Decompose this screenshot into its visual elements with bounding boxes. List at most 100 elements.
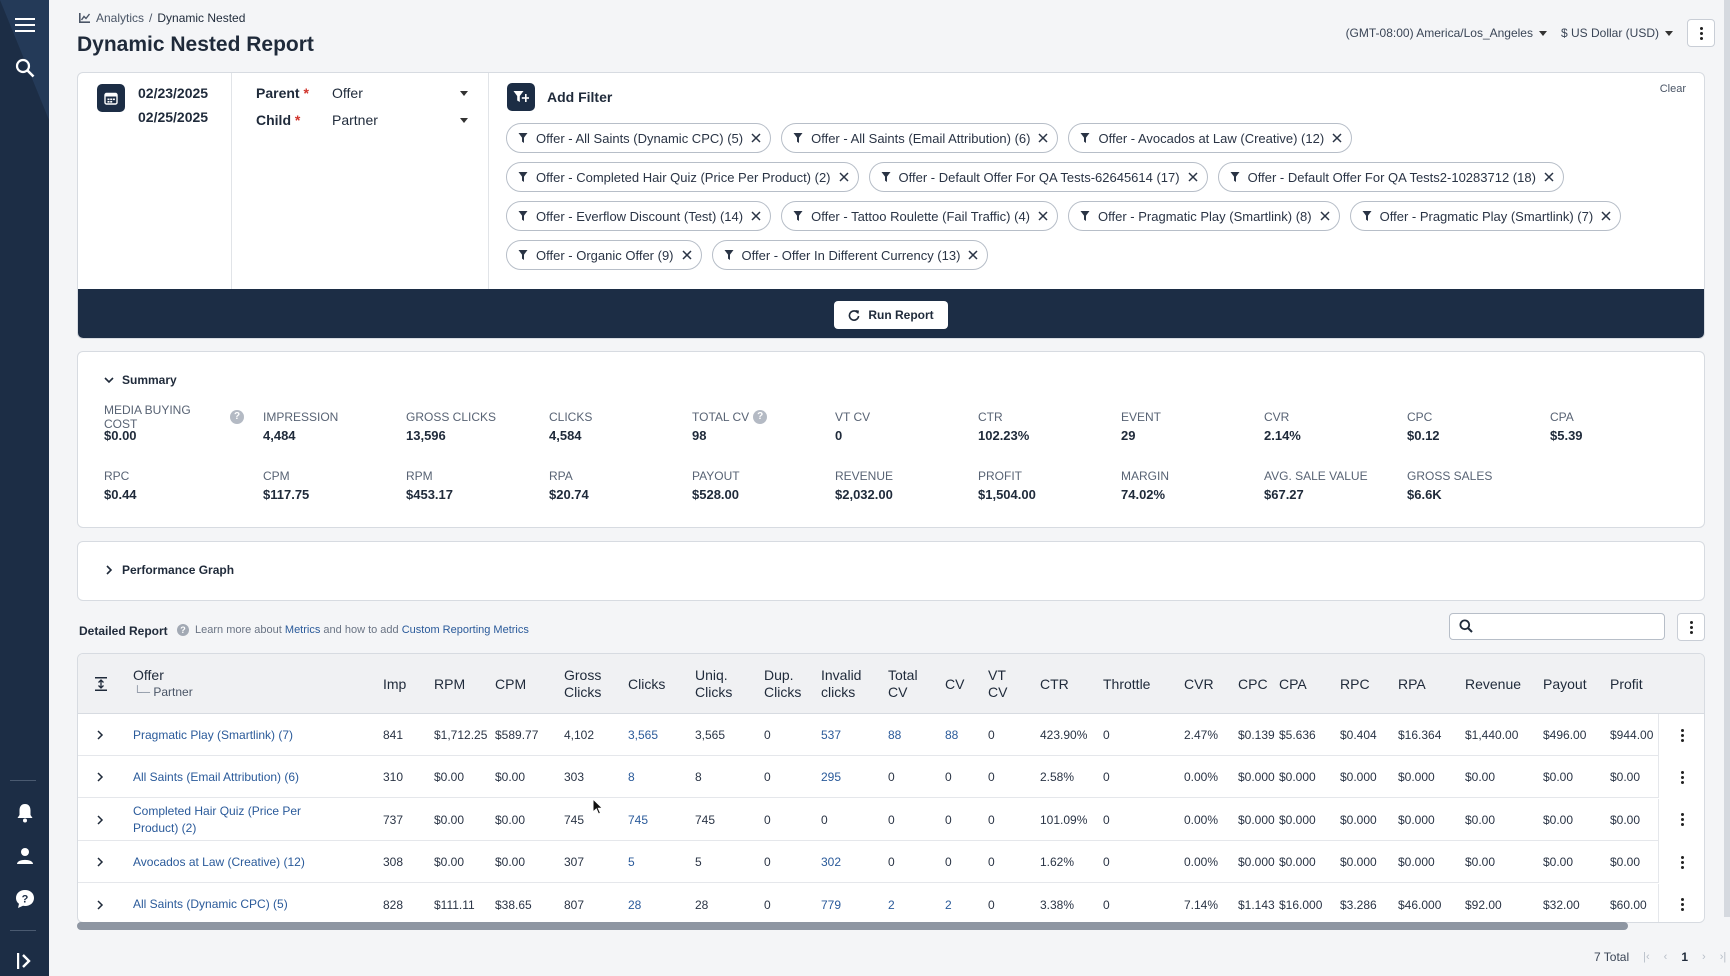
cell-clicks[interactable]: 8 — [628, 770, 635, 785]
menu-icon[interactable] — [0, 5, 49, 45]
cell-invalid[interactable]: 779 — [821, 897, 842, 912]
prev-page-button[interactable]: ‹ — [1663, 951, 1668, 963]
close-icon[interactable] — [1601, 211, 1611, 221]
col-ctr[interactable]: CTR — [1040, 675, 1069, 692]
col-rpm[interactable]: RPM — [434, 675, 466, 692]
col-rpa[interactable]: RPA — [1398, 675, 1426, 692]
close-icon[interactable] — [1188, 172, 1198, 182]
parent-select[interactable]: Parent * Offer — [256, 85, 468, 101]
col-clicks[interactable]: Clicks — [628, 675, 666, 692]
cell-cv[interactable]: 88 — [945, 728, 959, 742]
filter-chip[interactable]: Offer - Completed Hair Quiz (Price Per P… — [506, 162, 859, 192]
run-report-button[interactable]: Run Report — [834, 300, 948, 329]
filter-chip[interactable]: Offer - Pragmatic Play (Smartlink) (8) — [1068, 201, 1340, 231]
offer-link[interactable]: Completed Hair Quiz (Price Per Product) … — [133, 803, 302, 835]
col-payout[interactable]: Payout — [1543, 675, 1587, 692]
offer-link[interactable]: All Saints (Email Attribution) (6) — [133, 769, 300, 784]
expand-row-icon[interactable] — [96, 884, 104, 922]
col-revenue[interactable]: Revenue — [1465, 675, 1522, 692]
offer-link[interactable]: Pragmatic Play (Smartlink) (7) — [133, 727, 294, 742]
col-dup[interactable]: Dup. Clicks — [764, 667, 802, 700]
clear-filters-button[interactable]: Clear — [1659, 83, 1686, 95]
col-cpc[interactable]: CPC — [1238, 675, 1268, 692]
col-gross[interactable]: Gross Clicks — [564, 667, 602, 700]
filter-chip[interactable]: Offer - Tattoo Roulette (Fail Traffic) (… — [781, 201, 1059, 231]
close-icon[interactable] — [1038, 133, 1049, 143]
col-imp[interactable]: Imp — [383, 675, 407, 692]
col-uniq[interactable]: Uniq. Clicks — [695, 667, 733, 700]
col-cv[interactable]: CV — [945, 675, 965, 692]
breadcrumb-root[interactable]: Analytics — [96, 11, 145, 25]
row-more-button[interactable] — [1658, 841, 1704, 884]
cell-clicks[interactable]: 3,565 — [628, 728, 659, 742]
col-cpm[interactable]: CPM — [495, 675, 527, 692]
help-icon[interactable]: ? — [0, 879, 49, 919]
close-icon[interactable] — [681, 250, 692, 260]
col-throttle[interactable]: Throttle — [1103, 675, 1151, 692]
first-page-button[interactable]: |‹ — [1643, 951, 1650, 963]
filter-chip[interactable]: Offer - All Saints (Dynamic CPC) (5) — [506, 123, 772, 153]
row-more-button[interactable] — [1658, 756, 1704, 799]
filter-chip[interactable]: Offer - Organic Offer (9) — [506, 240, 702, 270]
row-more-button[interactable] — [1658, 883, 1704, 922]
col-invalid[interactable]: Invalid clicks — [821, 667, 862, 700]
cell-totalcv[interactable]: 2 — [888, 897, 895, 912]
expand-sidebar-icon[interactable] — [0, 941, 49, 976]
close-icon[interactable] — [838, 172, 849, 182]
next-page-button[interactable]: › — [1702, 951, 1706, 963]
timezone-select[interactable]: (GMT-08:00) America/Los_Angeles — [1346, 26, 1547, 40]
filter-chip[interactable]: Offer - Pragmatic Play (Smartlink) (7) — [1349, 201, 1622, 231]
add-filter-button[interactable]: Add Filter — [547, 89, 613, 105]
row-more-button[interactable] — [1658, 798, 1704, 841]
close-icon[interactable] — [751, 133, 761, 143]
cell-invalid[interactable]: 295 — [821, 770, 842, 785]
calendar-icon[interactable] — [97, 84, 125, 112]
expand-row-icon[interactable] — [96, 714, 104, 756]
cell-clicks[interactable]: 745 — [628, 812, 649, 827]
cell-invalid[interactable]: 302 — [821, 855, 842, 870]
close-icon[interactable] — [968, 250, 978, 260]
bell-icon[interactable] — [0, 793, 49, 833]
close-icon[interactable] — [1038, 211, 1048, 221]
filter-chip[interactable]: Offer - Default Offer For QA Tests-62645… — [868, 162, 1208, 192]
col-offer[interactable]: Offer └─ Partner — [133, 654, 193, 714]
filter-chip[interactable]: Offer - Default Offer For QA Tests2-1028… — [1217, 162, 1564, 192]
page-more-button[interactable] — [1687, 19, 1715, 47]
close-icon[interactable] — [1320, 211, 1330, 221]
close-icon[interactable] — [1544, 172, 1554, 182]
summary-toggle[interactable]: Summary — [104, 373, 177, 387]
filter-chip[interactable]: Offer - Offer In Different Currency (13) — [711, 240, 989, 270]
last-page-button[interactable]: ›| — [1719, 951, 1727, 963]
offer-link[interactable]: All Saints (Dynamic CPC) (5) — [133, 897, 288, 912]
filter-chip[interactable]: Offer - Everflow Discount (Test) (14) — [506, 201, 772, 231]
expand-row-icon[interactable] — [96, 841, 104, 883]
current-page[interactable]: 1 — [1681, 950, 1689, 964]
expand-all-icon[interactable] — [95, 654, 107, 714]
col-rpc[interactable]: RPC — [1340, 675, 1370, 692]
horizontal-scrollbar[interactable] — [77, 922, 1628, 930]
table-search-input[interactable] — [1449, 613, 1665, 640]
cell-totalcv[interactable]: 88 — [888, 728, 902, 742]
col-cpa[interactable]: CPA — [1279, 675, 1307, 692]
performance-graph-toggle[interactable]: Performance Graph — [104, 563, 234, 577]
close-icon[interactable] — [751, 211, 761, 221]
currency-select[interactable]: $ US Dollar (USD) — [1561, 26, 1673, 40]
metrics-link[interactable]: Metrics — [284, 624, 321, 636]
add-filter-icon[interactable] — [507, 83, 535, 111]
help-circle-icon[interactable]: ? — [230, 409, 244, 424]
expand-row-icon[interactable] — [96, 756, 104, 798]
cell-invalid[interactable]: 537 — [821, 728, 842, 742]
filter-chip[interactable]: Offer - Avocados at Law (Creative) (12) — [1068, 123, 1353, 153]
col-profit[interactable]: Profit — [1610, 675, 1643, 692]
col-vtcv[interactable]: VT CV — [988, 667, 1008, 700]
table-more-button[interactable] — [1677, 613, 1705, 641]
user-icon[interactable] — [0, 836, 49, 876]
cell-cv[interactable]: 2 — [945, 897, 952, 912]
close-icon[interactable] — [1332, 133, 1342, 143]
cell-clicks[interactable]: 28 — [628, 897, 642, 912]
vertical-scrollbar[interactable] — [1724, 0, 1730, 917]
col-cvr[interactable]: CVR — [1184, 675, 1214, 692]
search-icon[interactable] — [0, 48, 49, 88]
cell-clicks[interactable]: 5 — [628, 855, 635, 870]
help-circle-icon[interactable]: ? — [753, 409, 768, 424]
